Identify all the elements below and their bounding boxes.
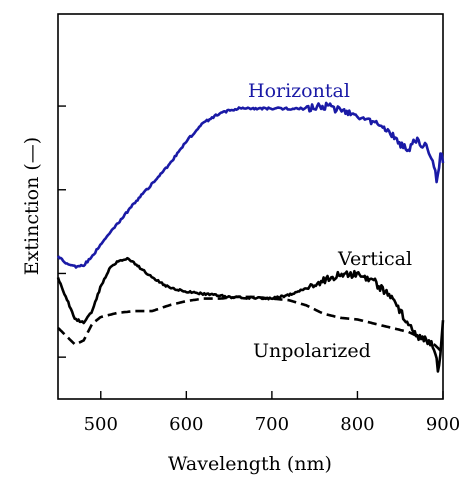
x-axis-title: Wavelength (nm)	[168, 453, 332, 475]
series-line-horizontal	[56, 101, 445, 269]
x-tick-label: 900	[426, 414, 460, 435]
x-tick-label: 500	[84, 414, 118, 435]
series-line-vertical	[56, 256, 445, 373]
series-layer	[56, 101, 445, 373]
series-label-unpolarized: Unpolarized	[253, 340, 371, 362]
series-label-horizontal: Horizontal	[248, 80, 350, 102]
series-label-vertical: Vertical	[337, 248, 412, 270]
y-axis-title: Extinction (—)	[21, 137, 43, 275]
x-tick-label: 800	[340, 414, 374, 435]
x-tick-label: 600	[169, 414, 203, 435]
x-axis-ticks: 500 600 700 800 900	[84, 391, 460, 435]
plot-frame	[57, 13, 444, 400]
y-axis-ticks	[58, 105, 66, 358]
x-tick-label: 700	[255, 414, 289, 435]
series-line-unpolarized	[57, 295, 444, 354]
